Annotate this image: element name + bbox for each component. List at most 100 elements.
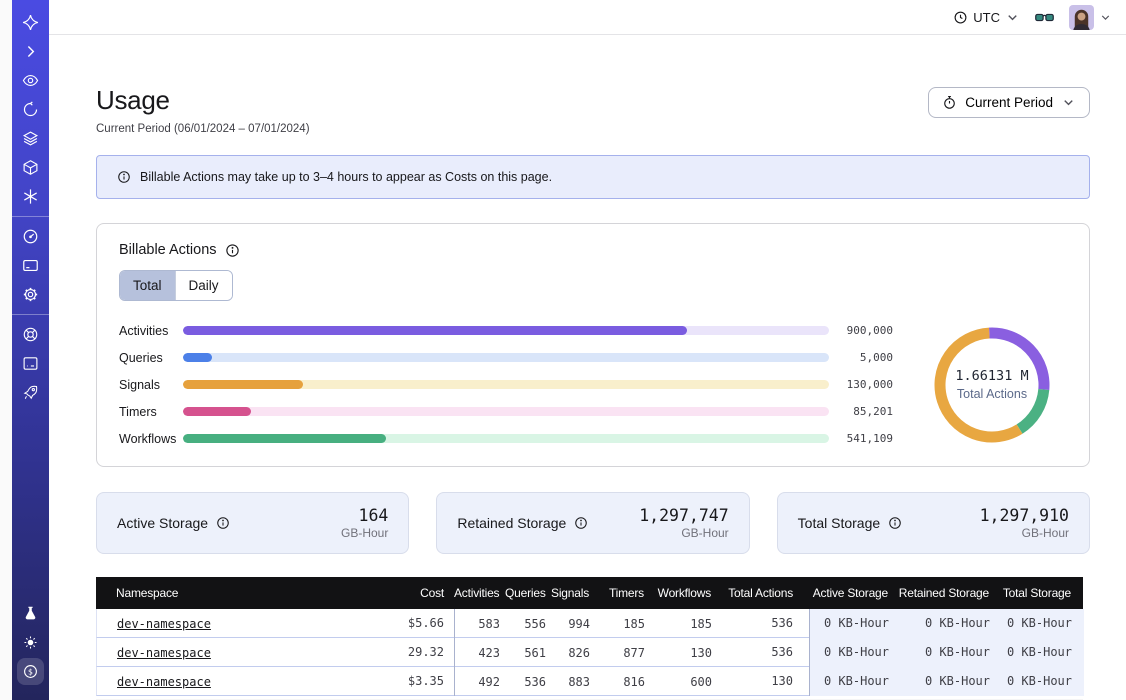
billing-card-icon[interactable] — [17, 252, 44, 279]
cell-cost: $3.35 — [341, 667, 455, 696]
usage-gauge-icon[interactable] — [17, 223, 44, 250]
info-banner-text: Billable Actions may take up to 3–4 hour… — [140, 170, 553, 184]
col-header-cost: Cost — [420, 586, 444, 600]
cell-timers: 185 — [623, 616, 645, 631]
namespaces-icon[interactable] — [17, 67, 44, 94]
billable-actions-title: Billable Actions — [119, 242, 217, 258]
info-icon[interactable] — [888, 516, 902, 530]
active-storage-unit: GB-Hour — [340, 526, 389, 540]
bar-track — [183, 326, 829, 335]
table-row: dev-namespace $5.66 583 556 994 185 185 536 0 KB… — [96, 609, 1084, 638]
cell-total-actions: 536 — [718, 638, 810, 667]
page-title: Usage — [96, 85, 170, 115]
cube-icon[interactable] — [17, 154, 44, 181]
retained-storage-card: Retained Storage 1,297,747 GB-Hour — [436, 492, 750, 554]
info-icon[interactable] — [225, 243, 240, 258]
col-header-retained-storage: Retained Storage — [898, 586, 989, 600]
col-header-queries: Queries — [505, 586, 546, 600]
tab-total[interactable]: Total — [120, 271, 175, 300]
settings-gear-icon[interactable] — [17, 281, 44, 308]
info-icon[interactable] — [216, 516, 230, 530]
bar-track — [183, 434, 829, 443]
bar-value: 5,000 — [859, 351, 893, 364]
retained-storage-unit: GB-Hour — [681, 526, 729, 540]
cell-cost: $5.66 — [341, 609, 455, 638]
cell-namespace: dev-namespace — [97, 675, 341, 689]
layers-icon[interactable] — [17, 125, 44, 152]
cell-signals: 883 — [568, 674, 590, 689]
donut-segment-activities — [988, 327, 1050, 390]
active-storage-label: Active Storage — [117, 515, 209, 531]
glasses-icon — [1035, 13, 1054, 21]
cell-namespace: dev-namespace — [97, 617, 341, 631]
sidebar-divider — [12, 314, 49, 315]
user-menu[interactable] — [1069, 4, 1112, 30]
period-selector-button[interactable]: Current Period — [928, 87, 1090, 118]
bar-track — [183, 353, 829, 362]
bar-label: Queries — [119, 350, 163, 365]
theme-sun-icon[interactable] — [17, 629, 44, 656]
feedback-glasses-button[interactable] — [1034, 7, 1055, 28]
namespace-link[interactable]: dev-namespace — [117, 674, 211, 689]
bar-value: 85,201 — [853, 405, 893, 418]
bar-label: Signals — [119, 377, 160, 392]
history-icon[interactable] — [17, 96, 44, 123]
table-header-row: Namespace Cost Activities Queries Signals Tim… — [96, 577, 1083, 609]
bar-fill — [183, 434, 387, 443]
nexus-asterisk-icon[interactable] — [17, 183, 44, 210]
main-content: Usage Current Period (06/01/2024 – 07/01… — [49, 35, 1126, 700]
cell-queries: 561 — [524, 645, 546, 660]
cell-signals: 994 — [568, 616, 590, 631]
namespace-link[interactable]: dev-namespace — [117, 645, 211, 660]
retained-storage-value: 1,297,747 — [639, 506, 729, 525]
docs-console-icon[interactable] — [17, 350, 44, 377]
page-subtitle: Current Period (06/01/2024 – 07/01/2024) — [96, 123, 310, 135]
col-header-namespace: Namespace — [116, 586, 179, 600]
timezone-selector[interactable]: UTC — [953, 10, 1020, 25]
col-header-active-storage: Active Storage — [812, 586, 888, 600]
col-header-total-actions: Total Actions — [728, 586, 793, 600]
active-storage-value: 164 — [358, 506, 389, 525]
cell-timers: 816 — [623, 674, 645, 689]
pricing-coin-icon[interactable]: $ — [17, 658, 44, 685]
chevron-right-icon[interactable] — [17, 38, 44, 65]
bar-row: Workflows 541,109 — [119, 425, 893, 452]
bar-track — [183, 407, 829, 416]
chevron-down-icon — [1101, 14, 1110, 20]
total-storage-card: Total Storage 1,297,910 GB-Hour — [776, 492, 1090, 554]
svg-text:$: $ — [28, 667, 33, 676]
total-storage-value: 1,297,910 — [979, 506, 1069, 525]
bar-fill — [183, 380, 303, 389]
bar-label: Workflows — [119, 431, 177, 446]
donut-segment-signals — [934, 327, 1023, 442]
support-lifering-icon[interactable] — [17, 321, 44, 348]
storage-summary: Active Storage 164 GB-Hour Retained Stor… — [96, 492, 1090, 554]
rocket-icon[interactable] — [17, 379, 44, 406]
bar-fill — [183, 353, 213, 362]
donut-chart: 1.66131 M Total Actions — [932, 325, 1052, 445]
cell-retained-storage: 0 KB-Hour — [897, 638, 996, 667]
temporal-logo-icon[interactable] — [17, 9, 44, 36]
sidebar: $ — [12, 0, 49, 700]
info-icon[interactable] — [574, 516, 588, 530]
namespace-usage-table: Namespace Cost Activities Queries Signals Tim… — [96, 577, 1084, 700]
stopwatch-icon — [944, 96, 956, 109]
bar-track — [183, 380, 829, 389]
bar-row: Activities 900,000 — [119, 317, 893, 344]
cell-total-storage: 0 KB-Hour — [996, 667, 1084, 696]
bar-value: 900,000 — [846, 324, 893, 337]
lab-flask-icon[interactable] — [17, 600, 44, 627]
cell-active-storage: 0 KB-Hour — [810, 638, 897, 667]
table-row: dev-namespace $3.35 492 536 883 816 600 130 0 KB… — [96, 667, 1084, 696]
tab-daily[interactable]: Daily — [174, 271, 232, 300]
donut-total-value: 1.66131 M — [955, 368, 1029, 384]
total-storage-label: Total Storage — [797, 515, 881, 531]
namespace-link[interactable]: dev-namespace — [117, 616, 211, 631]
sidebar-divider — [12, 216, 49, 217]
cell-activities: 583 — [478, 616, 500, 631]
cell-namespace: dev-namespace — [97, 646, 341, 660]
total-daily-toggle: Total Daily — [119, 270, 233, 301]
cell-workflows: 185 — [690, 616, 712, 631]
cell-total-actions: 536 — [718, 609, 810, 638]
info-banner: Billable Actions may take up to 3–4 hour… — [96, 155, 1090, 199]
